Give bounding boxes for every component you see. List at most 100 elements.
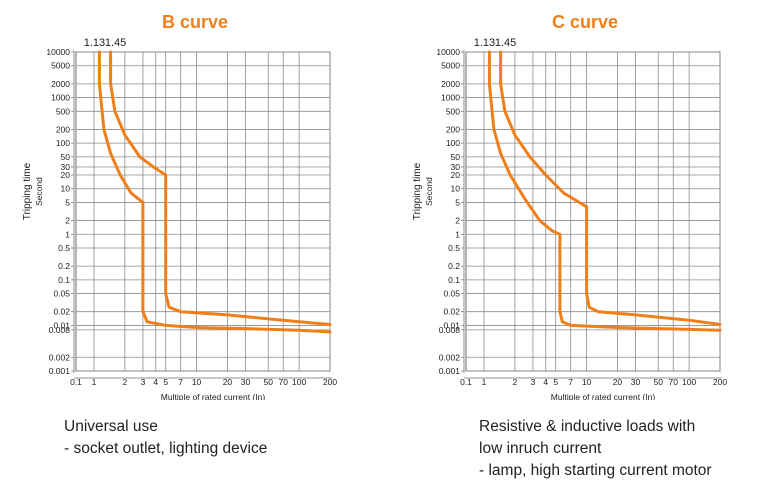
y-tick-label: 5 bbox=[455, 197, 460, 207]
y-tick-label: 2 bbox=[65, 216, 70, 226]
y-axis-title: Tripping time bbox=[412, 162, 423, 220]
y-tick-label: 5000 bbox=[441, 61, 460, 71]
x-tick-label: 10 bbox=[192, 377, 202, 387]
y-tick-label: 0.05 bbox=[443, 289, 460, 299]
y-tick-label: 500 bbox=[56, 106, 70, 116]
y-axis-subtitle: Second bbox=[34, 177, 44, 206]
x-tick-label: 4 bbox=[153, 377, 158, 387]
x-tick-label: 7 bbox=[568, 377, 573, 387]
y-tick-label: 20 bbox=[61, 170, 71, 180]
y-tick-label: 5 bbox=[65, 197, 70, 207]
x-tick-label: 30 bbox=[241, 377, 251, 387]
x-tick-label: 7 bbox=[178, 377, 183, 387]
y-tick-label: 0.008 bbox=[49, 325, 71, 335]
trip-curve-2 bbox=[499, 50, 722, 326]
curve-label: 1.45 bbox=[105, 37, 126, 49]
y-tick-label: 0.2 bbox=[448, 261, 460, 271]
x-tick-label: 10 bbox=[582, 377, 592, 387]
y-tick-label: 0.002 bbox=[439, 352, 461, 362]
y-tick-label: 2 bbox=[455, 216, 460, 226]
y-tick-label: 100 bbox=[56, 138, 70, 148]
y-tick-label: 1000 bbox=[51, 93, 70, 103]
y-tick-label: 30 bbox=[451, 162, 461, 172]
x-tick-label: 70 bbox=[669, 377, 679, 387]
y-tick-label: 0.001 bbox=[49, 366, 71, 376]
y-tick-label: 0.008 bbox=[439, 325, 461, 335]
y-tick-label: 200 bbox=[446, 124, 460, 134]
y-tick-label: 50 bbox=[451, 152, 461, 162]
caption-line: - socket outlet, lighting device bbox=[64, 440, 268, 457]
b-curve-chart: 10000 5000 2000 1000 500 200 100 50 30 20 10 5 2 1 0.5… bbox=[22, 37, 337, 400]
x-tick-label: 70 bbox=[279, 377, 289, 387]
y-tick-label: 1 bbox=[455, 229, 460, 239]
c-curve-chart: 10000500020001000500200100503020105210.5… bbox=[412, 37, 727, 400]
x-tick-label: 200 bbox=[713, 377, 727, 387]
y-tick-label: 2000 bbox=[51, 79, 70, 89]
b-curve-caption: Universal use - socket outlet, lighting … bbox=[64, 416, 267, 460]
y-tick-label: 10000 bbox=[436, 47, 460, 57]
y-tick-label: 0.5 bbox=[448, 243, 460, 253]
x-tick-label: 0.1 bbox=[460, 377, 472, 387]
y-tick-label: 1000 bbox=[441, 93, 460, 103]
y-tick-label: 1 bbox=[65, 229, 70, 239]
trip-curve-1 bbox=[97, 50, 332, 334]
x-tick-label: 50 bbox=[264, 377, 274, 387]
x-tick-label: 30 bbox=[631, 377, 641, 387]
chart-title: B curve bbox=[161, 12, 229, 32]
x-tick-label: 2 bbox=[123, 377, 128, 387]
trip-curve-2 bbox=[109, 50, 332, 326]
x-tick-label: 100 bbox=[682, 377, 696, 387]
x-tick-label: 100 bbox=[292, 377, 306, 387]
x-tick-label: 1 bbox=[482, 377, 487, 387]
caption-line: Universal use bbox=[64, 418, 158, 435]
x-tick-label: 20 bbox=[223, 377, 233, 387]
trip-curve-1 bbox=[487, 50, 722, 332]
y-tick-label: 2000 bbox=[441, 79, 460, 89]
curve-label: 1.45 bbox=[495, 37, 516, 49]
y-tick-label: 0.2 bbox=[58, 261, 70, 271]
y-tick-label: 0.1 bbox=[58, 275, 70, 285]
chart-title: C curve bbox=[551, 12, 619, 32]
y-tick-label: 5000 bbox=[51, 61, 70, 71]
y-tick-label: 0.02 bbox=[443, 307, 460, 317]
y-tick-label: 0.5 bbox=[58, 243, 70, 253]
caption-line: low inruch current bbox=[479, 440, 602, 457]
curve-label: 1.13 bbox=[474, 37, 495, 49]
y-tick-label: 0.1 bbox=[448, 275, 460, 285]
x-tick-label: 3 bbox=[531, 377, 536, 387]
x-tick-label: 2 bbox=[513, 377, 518, 387]
x-axis-title: Multiple of rated current (In) bbox=[161, 392, 266, 400]
x-tick-label: 4 bbox=[543, 377, 548, 387]
y-tick-label: 200 bbox=[56, 124, 70, 134]
x-tick-label: 5 bbox=[163, 377, 168, 387]
plot-frame bbox=[465, 51, 721, 372]
y-tick-label: 50 bbox=[61, 152, 71, 162]
x-tick-label: 200 bbox=[323, 377, 337, 387]
y-tick-label: 10 bbox=[61, 184, 71, 194]
caption-line: - lamp, high starting current motor bbox=[479, 462, 712, 479]
x-tick-label: 20 bbox=[613, 377, 623, 387]
y-tick-label: 0.05 bbox=[53, 289, 70, 299]
y-tick-label: 0.01 bbox=[53, 320, 70, 330]
x-tick-label: 1 bbox=[92, 377, 97, 387]
x-tick-label: 50 bbox=[654, 377, 664, 387]
c-curve-panel: C curve 10000 5000 2000 1000 500 200 100 50 30 20… bbox=[390, 0, 780, 497]
x-axis-title: Multiple of rated current (In) bbox=[551, 392, 656, 400]
curve-label: 1.13 bbox=[84, 37, 105, 49]
caption-line: Resistive & inductive loads with bbox=[479, 418, 696, 435]
x-tick-label: 0.1 bbox=[70, 377, 82, 387]
c-curve-caption: Resistive & inductive loads with low inr… bbox=[479, 416, 712, 482]
y-tick-label: 10 bbox=[451, 184, 461, 194]
y-tick-label: 0.01 bbox=[443, 320, 460, 330]
b-curve-panel: B curve 10000 5000 2000 1000 500 200 100 50 30 20… bbox=[22, 12, 337, 460]
y-tick-label: 500 bbox=[446, 106, 460, 116]
y-axis-subtitle: Second bbox=[424, 177, 434, 206]
y-tick-label: 20 bbox=[451, 170, 461, 180]
y-tick-label: 0.002 bbox=[49, 352, 71, 362]
x-tick-label: 5 bbox=[553, 377, 558, 387]
x-tick-label: 3 bbox=[141, 377, 146, 387]
y-tick-label: 0.001 bbox=[439, 366, 461, 376]
y-tick-label: 100 bbox=[446, 138, 460, 148]
y-axis-title: Tripping time bbox=[22, 162, 33, 220]
y-tick-label: 10000 bbox=[46, 47, 70, 57]
